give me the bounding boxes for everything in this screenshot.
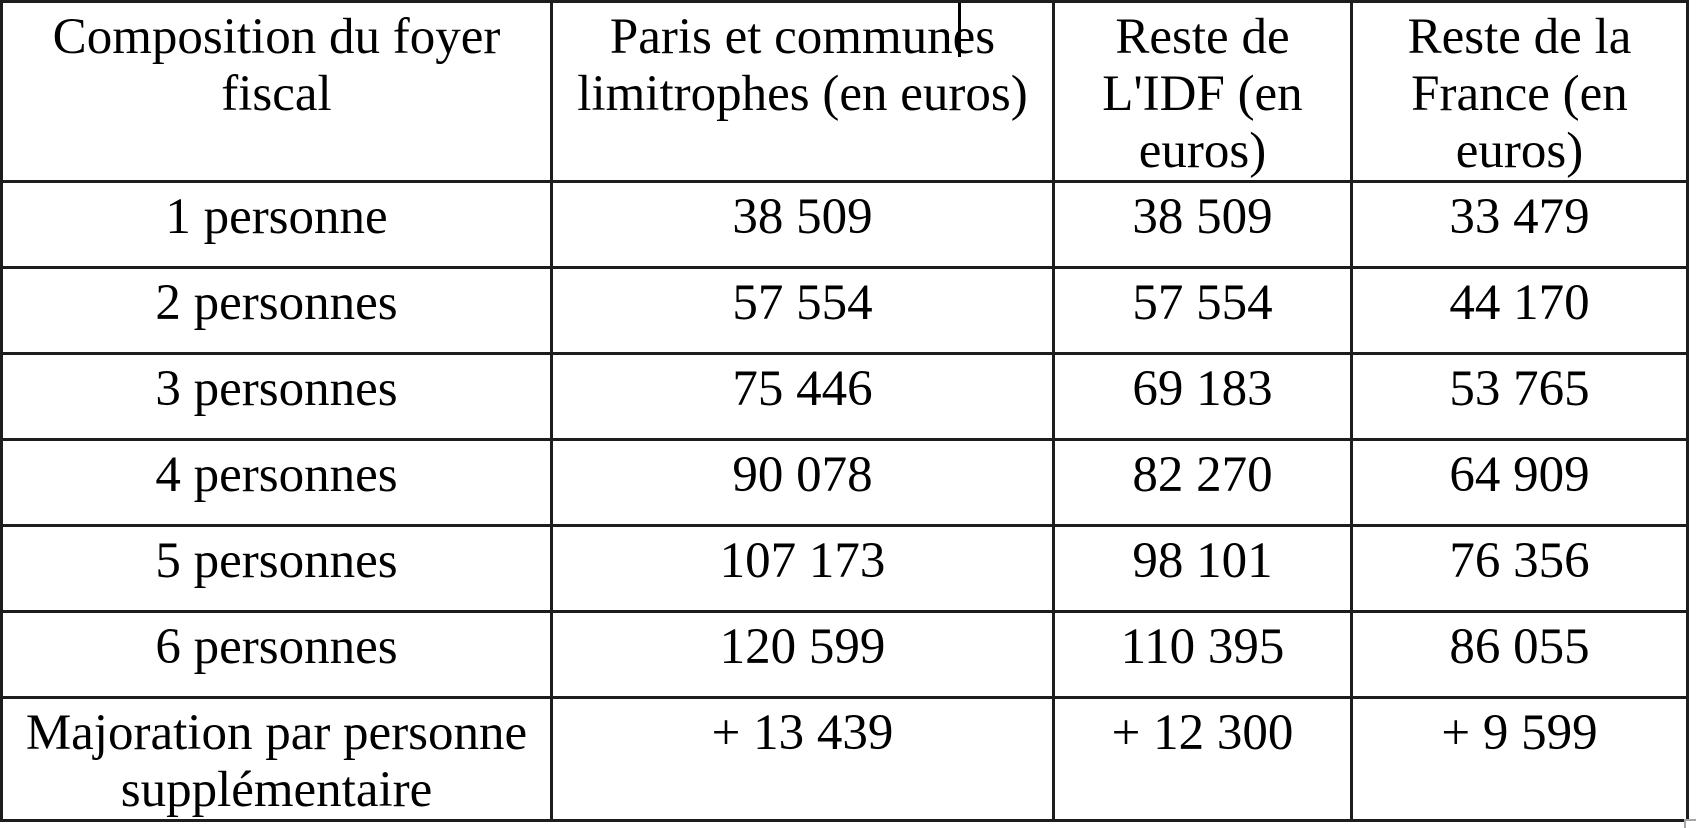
paris-value-cell[interactable]: 90 078 (550, 438, 1055, 527)
reste-france-value-cell[interactable]: 64 909 (1350, 438, 1689, 527)
reste-idf-value-cell[interactable]: 69 183 (1052, 352, 1353, 441)
reste-france-value-cell[interactable]: 33 479 (1350, 180, 1689, 269)
column-header-composition[interactable]: Composition du foyer fiscal (0, 0, 553, 183)
table-row: 3 personnes 75 446 69 183 53 765 (0, 352, 1689, 441)
row-label-cell[interactable]: 4 personnes (0, 438, 553, 527)
reste-idf-value-cell[interactable]: + 12 300 (1052, 696, 1353, 822)
reste-idf-value-cell[interactable]: 98 101 (1052, 524, 1353, 613)
table-header-row: Composition du foyer fiscal Paris et com… (0, 0, 1689, 183)
reste-idf-value-cell[interactable]: 110 395 (1052, 610, 1353, 699)
table-row: 6 personnes 120 599 110 395 86 055 (0, 610, 1689, 699)
reste-france-value-cell[interactable]: 53 765 (1350, 352, 1689, 441)
row-label-cell[interactable]: 3 personnes (0, 352, 553, 441)
row-label-cell[interactable]: 5 personnes (0, 524, 553, 613)
row-label-cell[interactable]: 1 personne (0, 180, 553, 269)
resize-handle[interactable] (1684, 819, 1696, 828)
table-row: 2 personnes 57 554 57 554 44 170 (0, 266, 1689, 355)
paris-value-cell[interactable]: 75 446 (550, 352, 1055, 441)
reste-france-value-cell[interactable]: 86 055 (1350, 610, 1689, 699)
paris-value-cell[interactable]: 38 509 (550, 180, 1055, 269)
reste-idf-value-cell[interactable]: 57 554 (1052, 266, 1353, 355)
table-row: 1 personne 38 509 38 509 33 479 (0, 180, 1689, 269)
reste-idf-value-cell[interactable]: 82 270 (1052, 438, 1353, 527)
reste-france-value-cell[interactable]: 44 170 (1350, 266, 1689, 355)
table-row: 5 personnes 107 173 98 101 76 356 (0, 524, 1689, 613)
paris-value-cell[interactable]: 120 599 (550, 610, 1055, 699)
reste-france-value-cell[interactable]: 76 356 (1350, 524, 1689, 613)
paris-value-cell[interactable]: + 13 439 (550, 696, 1055, 822)
column-header-reste-france[interactable]: Reste de la France (en euros) (1350, 0, 1689, 183)
table-row: 4 personnes 90 078 82 270 64 909 (0, 438, 1689, 527)
reste-idf-value-cell[interactable]: 38 509 (1052, 180, 1353, 269)
paris-value-cell[interactable]: 107 173 (550, 524, 1055, 613)
reste-france-value-cell[interactable]: + 9 599 (1350, 696, 1689, 822)
table-row: Majoration par personne supplémentaire +… (0, 696, 1689, 822)
column-header-paris[interactable]: Paris et communes limitrophes (en euros) (550, 0, 1055, 183)
paris-value-cell[interactable]: 57 554 (550, 266, 1055, 355)
column-header-reste-idf[interactable]: Reste de L'IDF (en euros) (1052, 0, 1353, 183)
text-cursor (958, 3, 961, 57)
row-label-cell[interactable]: Majoration par personne supplémentaire (0, 696, 553, 822)
row-label-cell[interactable]: 2 personnes (0, 266, 553, 355)
row-label-cell[interactable]: 6 personnes (0, 610, 553, 699)
